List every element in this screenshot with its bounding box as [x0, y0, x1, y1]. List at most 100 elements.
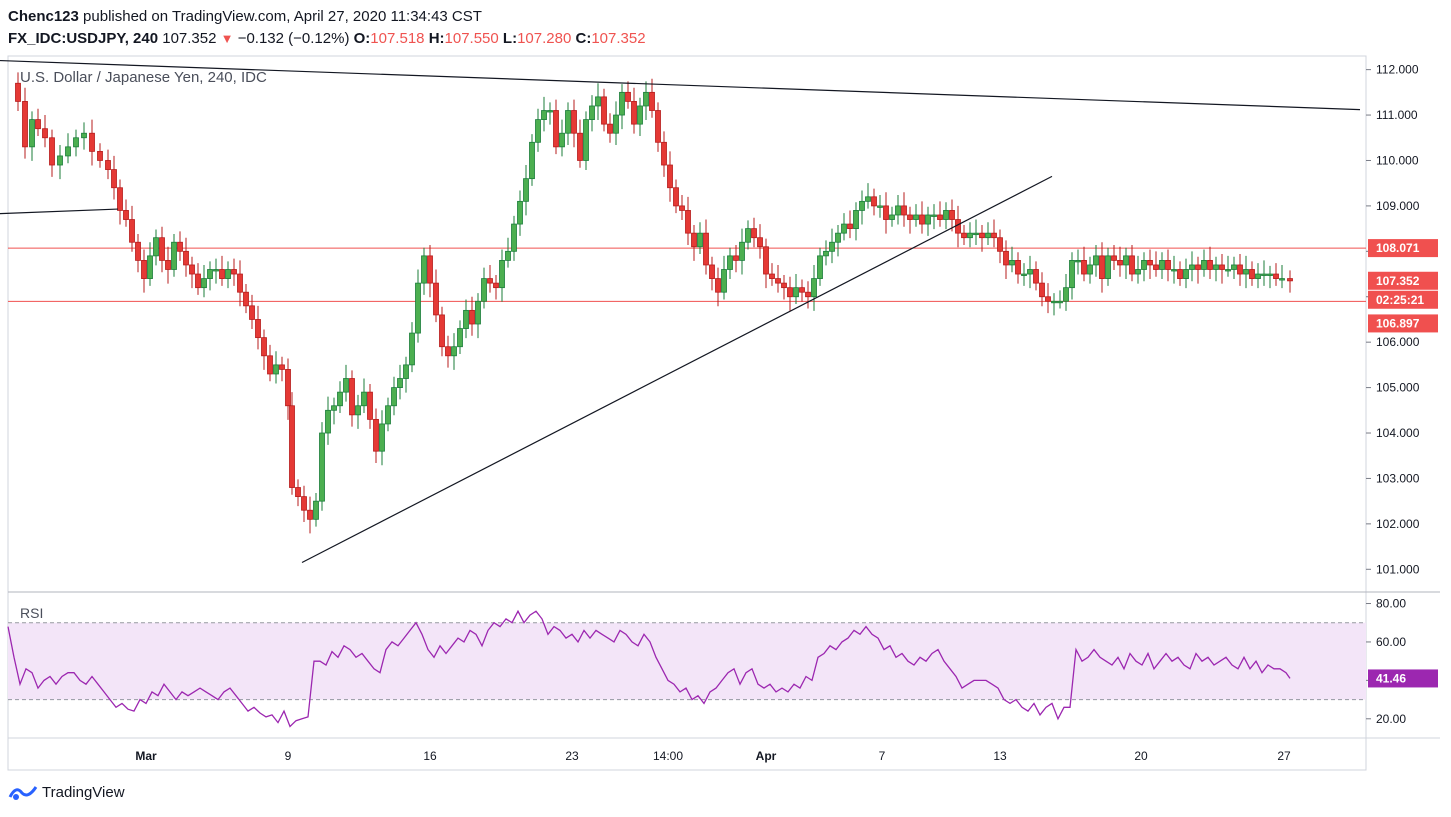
open-label: O: [353, 30, 371, 47]
rsi-value-tag [1368, 669, 1438, 688]
candle-body [463, 309, 469, 329]
candle-body [1165, 260, 1171, 270]
candle-body [883, 205, 889, 220]
footer-brand[interactable]: TradingView [8, 783, 125, 801]
candle-body [919, 214, 925, 225]
candle-body [529, 141, 535, 180]
candle-body [111, 169, 117, 189]
time-tick-label: 13 [993, 749, 1007, 763]
candle-body [65, 146, 71, 157]
price-tick-label: 109.000 [1376, 199, 1420, 213]
candle-body [117, 187, 123, 211]
candle-body [409, 332, 415, 366]
candle-body [1075, 260, 1081, 263]
candle-body [595, 96, 601, 107]
chart-title: U.S. Dollar / Japanese Yen, 240, IDC [20, 69, 267, 86]
candle-body [787, 287, 793, 298]
candle-body [937, 214, 943, 220]
candle-body [1063, 287, 1069, 302]
close-label: C: [575, 30, 592, 47]
candle-body [89, 132, 95, 152]
price-tick-label: 111.000 [1376, 108, 1418, 122]
price-tick-label: 112.000 [1376, 63, 1419, 77]
time-tick-label: Mar [135, 749, 157, 763]
candle-body [823, 250, 829, 257]
candle-body [817, 255, 823, 279]
candle-body [793, 287, 799, 298]
candle-body [511, 223, 517, 252]
tradingview-logo-icon [8, 786, 38, 800]
candle-body [1219, 264, 1225, 270]
candle-body [307, 509, 313, 520]
down-triangle-icon: ▼ [220, 31, 234, 46]
candle-body [255, 319, 261, 339]
time-tick-label: 20 [1134, 749, 1148, 763]
candle-body [1099, 255, 1105, 279]
candle-body [865, 196, 871, 202]
candle-body [397, 378, 403, 388]
candle-body [1105, 255, 1111, 279]
candle-body [661, 141, 667, 166]
open-value: 107.518 [370, 30, 425, 47]
candle-body [679, 205, 685, 211]
candle-body [1231, 264, 1237, 270]
candle-body [1207, 260, 1213, 270]
candle-body [805, 291, 811, 298]
candle-body [457, 328, 463, 348]
candle-body [1039, 282, 1045, 298]
publish-info: published on TradingView.com, April 27, … [83, 8, 482, 25]
candle-body [853, 210, 859, 230]
candle-body [1195, 264, 1201, 270]
candle-body [535, 119, 541, 143]
low-label: L: [502, 30, 518, 47]
candle-body [49, 137, 55, 166]
candle-body [171, 241, 177, 270]
candle-body [15, 82, 21, 102]
candle-body [889, 214, 895, 220]
candle-body [601, 96, 607, 125]
candles-group [15, 72, 1293, 534]
publish-header: Chenc123 published on TradingView.com, A… [8, 6, 482, 27]
symbol-label[interactable]: FX_IDC:USDJPY, 240 [8, 30, 159, 47]
price-tag-label: 107.352 [1376, 274, 1420, 288]
rsi-title: RSI [20, 605, 43, 621]
candle-body [607, 123, 613, 134]
candle-body [781, 282, 787, 289]
candle-body [141, 260, 147, 279]
candle-body [751, 228, 757, 239]
candle-body [379, 423, 385, 452]
price-tag [1368, 239, 1438, 258]
candle-body [331, 405, 337, 411]
candle-body [289, 405, 295, 488]
candle-body [1057, 300, 1063, 304]
candle-body [583, 119, 589, 161]
candle-body [913, 214, 919, 220]
candle-body [1033, 269, 1039, 284]
candle-body [949, 210, 955, 220]
candle-body [1243, 269, 1249, 275]
price-tick-label: 110.000 [1376, 153, 1419, 167]
candle-body [319, 432, 325, 502]
candle-body [1213, 264, 1219, 270]
candle-body [1267, 273, 1273, 276]
price-tick-label: 101.000 [1376, 562, 1420, 576]
candle-body [709, 264, 715, 279]
candle-body [313, 500, 319, 520]
price-tick-label: 103.000 [1376, 471, 1420, 485]
candle-body [325, 409, 331, 434]
candle-body [1021, 273, 1027, 276]
trend-line [0, 59, 1361, 111]
close-value: 107.352 [591, 30, 646, 47]
candle-body [195, 273, 201, 289]
candle-body [267, 355, 273, 375]
candle-body [301, 496, 307, 511]
time-tick-label: 16 [423, 749, 437, 763]
candle-body [895, 205, 901, 216]
author-name[interactable]: Chenc123 [8, 8, 79, 25]
price-tag-label: 108.071 [1376, 241, 1420, 255]
candle-body [1147, 260, 1153, 266]
candle-body [871, 196, 877, 207]
price-tick-label: 102.000 [1376, 517, 1420, 531]
candle-body [697, 232, 703, 248]
